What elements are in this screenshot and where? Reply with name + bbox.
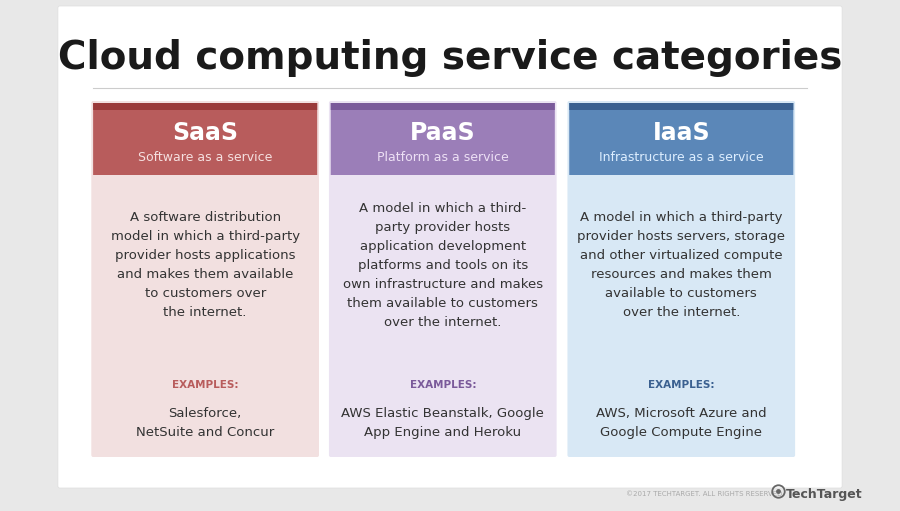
- Text: A model in which a third-party
provider hosts servers, storage
and other virtual: A model in which a third-party provider …: [577, 211, 786, 319]
- Text: Infrastructure as a service: Infrastructure as a service: [599, 151, 763, 164]
- Text: A model in which a third-
party provider hosts
application development
platforms: A model in which a third- party provider…: [343, 201, 543, 329]
- Text: ©2017 TECHTARGET. ALL RIGHTS RESERVED: ©2017 TECHTARGET. ALL RIGHTS RESERVED: [626, 491, 783, 497]
- Text: Software as a service: Software as a service: [138, 151, 273, 164]
- Text: AWS Elastic Beanstalk, Google
App Engine and Heroku: AWS Elastic Beanstalk, Google App Engine…: [341, 407, 544, 439]
- FancyBboxPatch shape: [570, 103, 793, 110]
- Text: SaaS: SaaS: [172, 121, 238, 145]
- FancyBboxPatch shape: [91, 101, 319, 457]
- Text: AWS, Microsoft Azure and
Google Compute Engine: AWS, Microsoft Azure and Google Compute …: [596, 407, 767, 439]
- FancyBboxPatch shape: [330, 103, 554, 175]
- Text: EXAMPLES:: EXAMPLES:: [172, 380, 238, 390]
- Text: Platform as a service: Platform as a service: [377, 151, 508, 164]
- FancyBboxPatch shape: [58, 6, 842, 488]
- FancyBboxPatch shape: [93, 103, 317, 175]
- Text: IaaS: IaaS: [652, 121, 710, 145]
- FancyBboxPatch shape: [330, 103, 554, 110]
- Text: EXAMPLES:: EXAMPLES:: [648, 380, 715, 390]
- Text: Cloud computing service categories: Cloud computing service categories: [58, 39, 842, 77]
- FancyBboxPatch shape: [568, 101, 795, 457]
- Text: TechTarget: TechTarget: [786, 487, 863, 500]
- Text: Salesforce,
NetSuite and Concur: Salesforce, NetSuite and Concur: [136, 407, 274, 439]
- Text: A software distribution
model in which a third-party
provider hosts applications: A software distribution model in which a…: [111, 211, 300, 319]
- Text: EXAMPLES:: EXAMPLES:: [410, 380, 476, 390]
- Text: PaaS: PaaS: [410, 121, 475, 145]
- FancyBboxPatch shape: [93, 103, 317, 110]
- FancyBboxPatch shape: [328, 101, 556, 457]
- FancyBboxPatch shape: [570, 103, 793, 175]
